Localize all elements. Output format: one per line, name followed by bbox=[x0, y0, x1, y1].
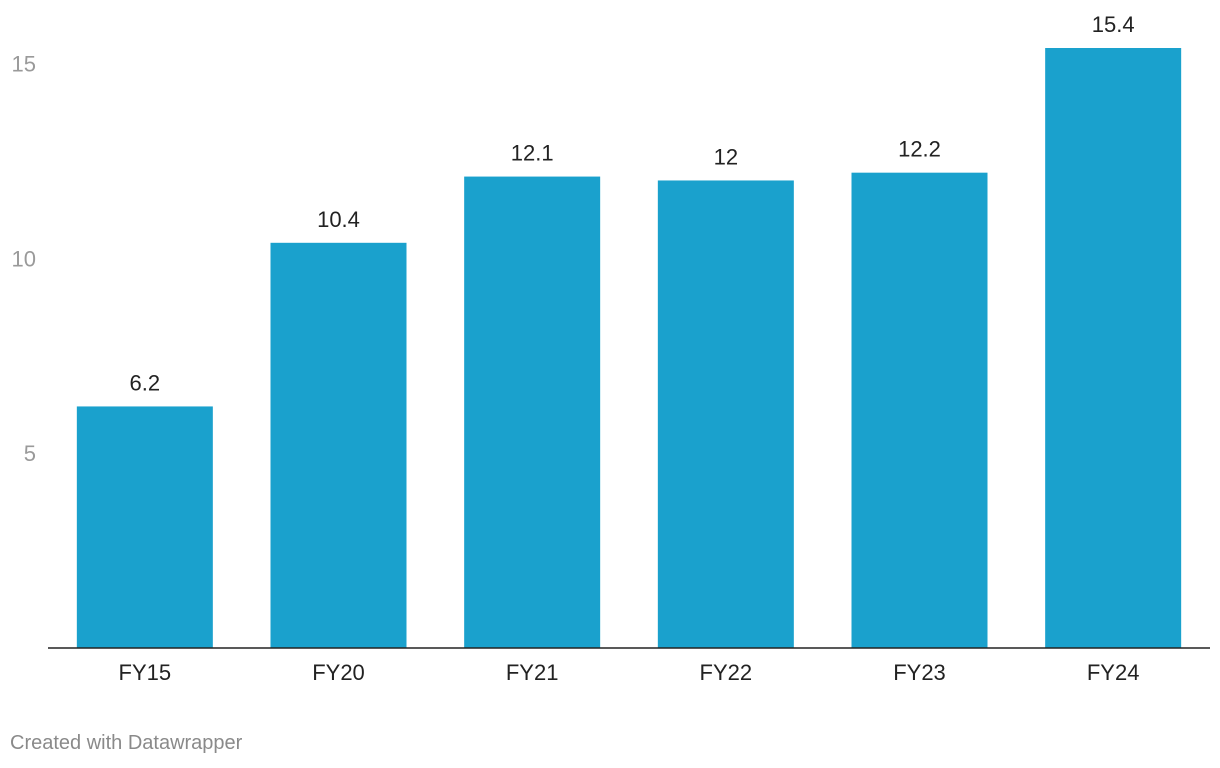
bar-fy22 bbox=[657, 180, 794, 648]
y-tick-label: 15 bbox=[12, 52, 36, 77]
bar-fy23 bbox=[851, 172, 988, 648]
bar-fy21 bbox=[464, 176, 601, 649]
x-tick-label: FY23 bbox=[893, 660, 946, 685]
x-tick-label: FY20 bbox=[312, 660, 365, 685]
footer-credit: Created with Datawrapper bbox=[10, 732, 243, 754]
x-tick-label: FY22 bbox=[700, 660, 753, 685]
bar-value-label: 12.1 bbox=[511, 141, 554, 166]
x-tick-label: FY15 bbox=[119, 660, 172, 685]
bars-group bbox=[76, 48, 1182, 649]
y-axis-ticks: 5 10 15 bbox=[12, 52, 36, 467]
value-labels-group: 6.2 10.4 12.1 12 12.2 15.4 bbox=[130, 12, 1135, 395]
bar-value-label: 10.4 bbox=[317, 207, 360, 232]
bar-fy24 bbox=[1045, 48, 1182, 648]
bar-value-label: 12 bbox=[714, 144, 738, 169]
y-tick-label: 10 bbox=[12, 246, 36, 271]
bar-value-label: 12.2 bbox=[898, 137, 941, 162]
x-tick-label: FY21 bbox=[506, 660, 559, 685]
bar-value-label: 6.2 bbox=[130, 370, 161, 395]
bar-fy20 bbox=[270, 242, 407, 649]
x-axis-ticks: FY15 FY20 FY21 FY22 FY23 FY24 bbox=[119, 660, 1140, 685]
y-tick-label: 5 bbox=[24, 441, 36, 466]
bar-value-label: 15.4 bbox=[1092, 12, 1135, 37]
x-tick-label: FY24 bbox=[1087, 660, 1140, 685]
bar-fy15 bbox=[76, 406, 213, 648]
